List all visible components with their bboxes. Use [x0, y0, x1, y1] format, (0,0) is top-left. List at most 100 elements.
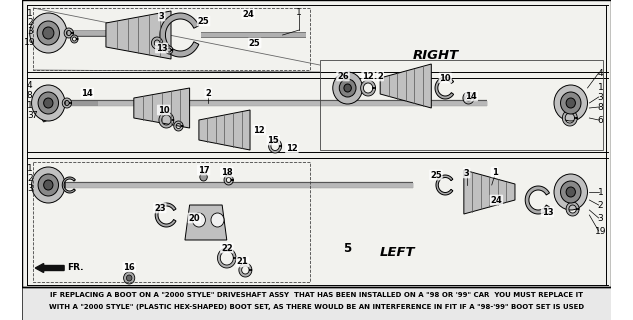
Circle shape — [127, 275, 132, 281]
Polygon shape — [239, 263, 252, 277]
Text: RIGHT: RIGHT — [413, 49, 459, 61]
Circle shape — [561, 181, 581, 203]
Circle shape — [44, 180, 53, 190]
Polygon shape — [562, 110, 577, 126]
Circle shape — [200, 173, 207, 181]
Text: 6: 6 — [598, 116, 603, 124]
Text: 13: 13 — [156, 44, 168, 52]
Text: 25: 25 — [430, 171, 442, 180]
Circle shape — [123, 272, 135, 284]
Polygon shape — [185, 205, 227, 240]
Text: 8: 8 — [598, 102, 603, 111]
Polygon shape — [106, 11, 171, 59]
Circle shape — [554, 174, 587, 210]
Text: 1: 1 — [296, 7, 302, 17]
Polygon shape — [62, 98, 72, 108]
Polygon shape — [463, 92, 474, 104]
Text: 5: 5 — [344, 242, 352, 254]
Text: 12: 12 — [362, 71, 374, 81]
Text: FR.: FR. — [67, 263, 84, 273]
Text: 23: 23 — [154, 204, 166, 212]
Text: 1: 1 — [27, 100, 32, 109]
Polygon shape — [165, 46, 173, 54]
Text: 4: 4 — [27, 81, 32, 90]
Text: 3: 3 — [464, 169, 470, 178]
Text: 1: 1 — [598, 188, 603, 196]
Circle shape — [32, 167, 65, 203]
Text: 8: 8 — [27, 91, 32, 100]
Text: 12: 12 — [253, 125, 265, 134]
Polygon shape — [268, 139, 282, 153]
Circle shape — [339, 79, 356, 97]
Circle shape — [30, 13, 67, 53]
Polygon shape — [134, 88, 190, 128]
Text: 1: 1 — [27, 164, 32, 172]
Text: 3: 3 — [598, 213, 603, 222]
Polygon shape — [62, 177, 75, 193]
Text: 1: 1 — [27, 9, 32, 18]
Circle shape — [38, 92, 58, 114]
Text: 22: 22 — [221, 244, 233, 252]
Polygon shape — [151, 37, 163, 49]
Text: 24: 24 — [491, 196, 502, 204]
Text: 2: 2 — [27, 18, 32, 27]
Text: 16: 16 — [123, 262, 135, 271]
Text: 3: 3 — [598, 92, 603, 101]
Circle shape — [566, 187, 575, 197]
Polygon shape — [160, 13, 199, 57]
Text: 1: 1 — [598, 83, 603, 92]
Polygon shape — [224, 175, 234, 185]
Polygon shape — [174, 121, 183, 131]
Text: 4: 4 — [598, 68, 603, 77]
Text: 3: 3 — [27, 27, 32, 36]
Text: 18: 18 — [221, 167, 232, 177]
Polygon shape — [159, 112, 174, 128]
Text: 19: 19 — [24, 37, 35, 46]
Text: 14: 14 — [465, 92, 477, 100]
Polygon shape — [64, 28, 73, 38]
Text: 10: 10 — [158, 106, 170, 115]
Text: 21: 21 — [237, 258, 249, 267]
Text: IF REPLACING A BOOT ON A "2000 STYLE" DRIVESHAFT ASSY  THAT HAS BEEN INSTALLED O: IF REPLACING A BOOT ON A "2000 STYLE" DR… — [50, 292, 583, 298]
Text: 2: 2 — [27, 173, 32, 182]
Text: 25: 25 — [197, 17, 210, 26]
Text: 1: 1 — [492, 167, 498, 177]
Text: 19: 19 — [595, 227, 606, 236]
Text: 15: 15 — [267, 135, 279, 145]
Circle shape — [42, 27, 54, 39]
Circle shape — [344, 84, 351, 92]
Polygon shape — [436, 175, 453, 195]
Text: LEFT: LEFT — [380, 245, 416, 259]
Polygon shape — [155, 203, 176, 227]
Polygon shape — [218, 248, 236, 268]
Text: 3: 3 — [27, 183, 32, 193]
Polygon shape — [199, 110, 250, 150]
Circle shape — [192, 213, 206, 227]
Text: WITH A "2000 STYLE" (PLASTIC HEX-SHAPED) BOOT SET, AS THERE WOULD BE AN INTERFER: WITH A "2000 STYLE" (PLASTIC HEX-SHAPED)… — [49, 304, 584, 310]
Circle shape — [333, 72, 363, 104]
Text: 12: 12 — [286, 143, 298, 153]
Text: 13: 13 — [542, 207, 553, 217]
Polygon shape — [566, 202, 579, 216]
Circle shape — [32, 85, 65, 121]
Bar — [22, 0, 611, 287]
Polygon shape — [525, 186, 549, 214]
FancyArrow shape — [35, 263, 64, 273]
Text: 25: 25 — [249, 38, 261, 47]
Polygon shape — [361, 80, 375, 96]
Text: 7: 7 — [32, 110, 37, 119]
Polygon shape — [464, 170, 515, 214]
Text: 26: 26 — [337, 71, 349, 81]
Circle shape — [211, 213, 224, 227]
Polygon shape — [435, 77, 454, 99]
Text: 3: 3 — [159, 12, 165, 20]
Text: 2: 2 — [598, 201, 603, 210]
Bar — [22, 287, 611, 320]
Polygon shape — [380, 64, 431, 108]
Text: 3: 3 — [27, 110, 32, 119]
Polygon shape — [71, 35, 78, 43]
Text: 2: 2 — [377, 71, 383, 81]
Circle shape — [566, 98, 575, 108]
Circle shape — [44, 98, 53, 108]
Text: 2: 2 — [205, 89, 211, 98]
